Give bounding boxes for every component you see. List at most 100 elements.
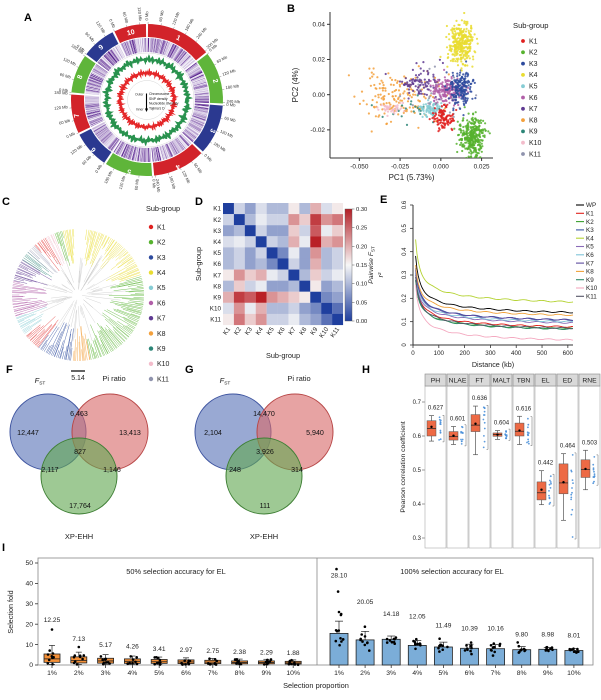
svg-text:K5: K5: [157, 285, 166, 292]
svg-text:K1: K1: [586, 211, 594, 218]
svg-text:K3: K3: [157, 255, 166, 262]
svg-text:0.6: 0.6: [402, 200, 408, 209]
svg-text:8.01: 8.01: [567, 632, 580, 639]
svg-text:2%: 2%: [74, 670, 84, 677]
svg-text:K9: K9: [529, 129, 538, 136]
svg-text:K10: K10: [318, 326, 330, 340]
svg-text:10%: 10%: [567, 670, 581, 677]
svg-text:5: 5: [126, 167, 132, 175]
svg-text:K10: K10: [529, 140, 542, 147]
svg-text:0 Mb: 0 Mb: [65, 130, 76, 139]
svg-text:0.627: 0.627: [428, 405, 444, 412]
svg-text:3%: 3%: [386, 670, 396, 677]
svg-text:K7: K7: [529, 106, 538, 113]
svg-text:120 Mb: 120 Mb: [69, 143, 84, 156]
svg-text:30: 30: [25, 601, 33, 608]
svg-text:5.17: 5.17: [99, 642, 112, 649]
svg-text:WP: WP: [586, 202, 596, 209]
svg-text:K10: K10: [586, 285, 598, 292]
svg-text:111: 111: [260, 502, 271, 510]
svg-text:60 Mb: 60 Mb: [193, 162, 204, 175]
svg-text:K8: K8: [298, 326, 308, 337]
svg-text:0.503: 0.503: [582, 439, 598, 446]
svg-text:2: 2: [211, 78, 219, 84]
svg-text:14,470: 14,470: [253, 410, 275, 418]
svg-text:6%: 6%: [181, 670, 191, 677]
svg-text:180 Mb: 180 Mb: [54, 90, 69, 96]
svg-text:0 Mb: 0 Mb: [59, 87, 69, 93]
svg-text:4: 4: [174, 162, 181, 170]
panel-label-a: A: [24, 12, 32, 24]
svg-text:K3: K3: [586, 227, 594, 234]
svg-text:K7: K7: [586, 260, 594, 267]
svg-text:0.05: 0.05: [356, 300, 367, 306]
svg-text:K11: K11: [157, 376, 169, 383]
svg-text:K8: K8: [213, 283, 221, 290]
svg-text:K2: K2: [213, 217, 221, 224]
svg-text:180 Mb: 180 Mb: [168, 175, 177, 190]
svg-text:6,463: 6,463: [70, 410, 88, 418]
svg-text:1%: 1%: [334, 670, 344, 677]
svg-text:0.000: 0.000: [433, 164, 449, 171]
svg-text:0.604: 0.604: [494, 420, 510, 427]
svg-text:PC1 (5.73%): PC1 (5.73%): [389, 173, 435, 182]
svg-text:K5: K5: [586, 244, 594, 251]
svg-text:K2: K2: [157, 240, 166, 247]
svg-text:K8: K8: [529, 117, 538, 124]
svg-text:Pi ratio: Pi ratio: [102, 374, 125, 383]
svg-text:Pi ratio: Pi ratio: [287, 374, 310, 383]
svg-text:ED: ED: [563, 378, 573, 385]
svg-text:K9: K9: [213, 294, 221, 301]
svg-text:1,146: 1,146: [103, 466, 121, 474]
svg-text:1: 1: [175, 34, 182, 42]
svg-text:0: 0: [29, 662, 33, 669]
svg-text:120 Mb: 120 Mb: [181, 170, 192, 185]
svg-text:180 Mb: 180 Mb: [213, 141, 228, 153]
svg-text:XP-EHH: XP-EHH: [65, 532, 93, 541]
svg-text:0 Mb: 0 Mb: [108, 18, 117, 29]
svg-text:K9: K9: [586, 277, 594, 284]
svg-text:120 Mb: 120 Mb: [95, 20, 107, 35]
svg-text:50: 50: [25, 560, 33, 567]
svg-text:Outer: Outer: [135, 93, 144, 97]
svg-text:60 Mb: 60 Mb: [158, 9, 165, 22]
panel-label-c: C: [2, 196, 10, 208]
svg-text:6: 6: [90, 145, 98, 153]
svg-text:600: 600: [563, 350, 574, 357]
svg-text:-0.050: -0.050: [350, 164, 369, 171]
svg-text:2.97: 2.97: [180, 647, 193, 654]
svg-text:60 Mb: 60 Mb: [58, 118, 71, 126]
svg-text:12,447: 12,447: [17, 429, 39, 437]
svg-text:K5: K5: [529, 84, 538, 91]
svg-text:2.38: 2.38: [233, 649, 246, 656]
svg-text:FT: FT: [475, 378, 483, 385]
svg-text:7%: 7%: [208, 670, 218, 677]
svg-text:11.49: 11.49: [435, 622, 451, 629]
svg-text:120 Mb: 120 Mb: [62, 56, 77, 67]
svg-text:0.7: 0.7: [413, 400, 422, 406]
svg-text:60 Mb: 60 Mb: [81, 154, 93, 166]
svg-text:K3: K3: [529, 61, 538, 68]
svg-text:0.30: 0.30: [356, 207, 367, 213]
svg-text:100% selection accuracy for EL: 100% selection accuracy for EL: [400, 567, 504, 576]
svg-text:240 Mb: 240 Mb: [226, 99, 241, 104]
svg-text:13,413: 13,413: [119, 429, 141, 437]
svg-text:100: 100: [434, 350, 445, 357]
svg-text:K3: K3: [213, 228, 221, 235]
svg-text:0.10: 0.10: [356, 282, 367, 288]
svg-text:8%: 8%: [517, 670, 527, 677]
svg-text:0: 0: [402, 343, 408, 347]
svg-text:120 Mb: 120 Mb: [54, 104, 69, 110]
svg-text:r²: r²: [378, 272, 385, 277]
svg-text:2.75: 2.75: [206, 648, 219, 655]
svg-text:5.14: 5.14: [71, 375, 85, 382]
svg-text:0.5: 0.5: [402, 224, 408, 233]
panel-label-h: H: [362, 364, 370, 376]
panel-f-venn-diagram: FST Pi ratio XP-EHH 12,447 13,413 17,764 6,463…: [9, 374, 149, 541]
svg-text:120 Mb: 120 Mb: [118, 175, 127, 190]
panel-c-phylo-tree: 5.14 Sub-group K1 K2 K3 K4 K5 K6 K7 K8 K9 K10 K11: [11, 204, 180, 383]
svg-text:0.636: 0.636: [472, 395, 488, 402]
svg-text:0.442: 0.442: [538, 460, 554, 467]
svg-text:0.2: 0.2: [402, 294, 408, 303]
svg-text:0 Mb: 0 Mb: [144, 11, 149, 21]
